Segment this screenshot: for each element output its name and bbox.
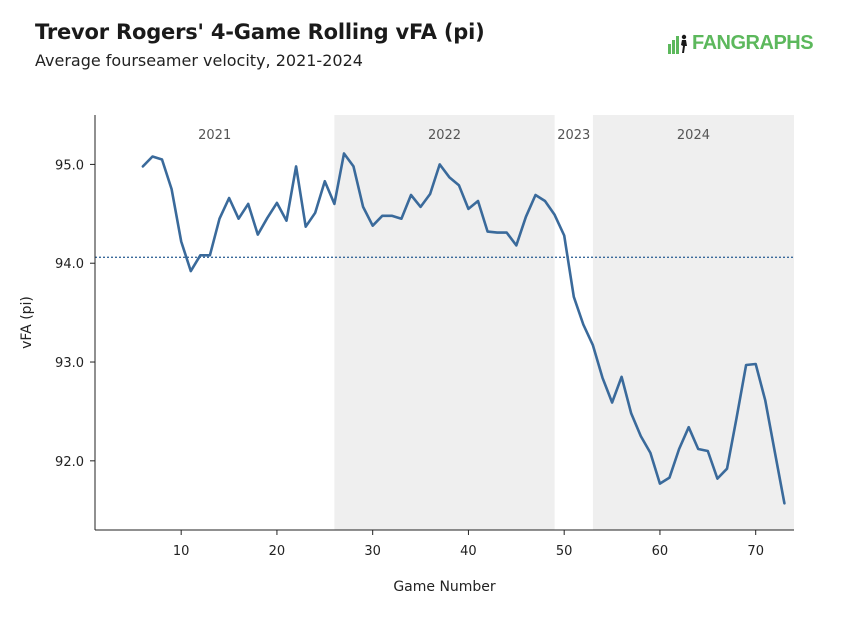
chart-title: Trevor Rogers' 4-Game Rolling vFA (pi) [35,20,485,44]
series-group [141,152,786,505]
x-tick-label: 40 [460,544,477,559]
y-axis-title: vFA (pi) [19,296,35,349]
y-tick-label: 94.0 [55,257,84,272]
fangraphs-logo-icon [668,34,687,54]
y-tick-label: 93.0 [55,356,84,371]
x-tick-label: 50 [556,544,573,559]
season-bands [334,115,794,530]
season-band-2022 [334,115,555,530]
season-band-2024 [592,115,794,530]
x-tick-label: 70 [747,544,764,559]
season-label: 2021 [198,128,231,143]
x-tick-label: 30 [364,544,381,559]
x-axis-title: Game Number [393,579,496,595]
season-label: 2022 [428,128,461,143]
season-label: 2023 [557,128,590,143]
season-label: 2024 [677,128,710,143]
x-tick-label: 20 [269,544,286,559]
y-tick-label: 92.0 [55,455,84,470]
fangraphs-logo: FANGRAPHS [668,32,814,55]
season-labels: 2021 2022 2023 2024 [198,128,710,143]
chart-subtitle: Average fourseamer velocity, 2021-2024 [35,51,363,70]
x-tick-label: 60 [652,544,669,559]
series-line [141,152,786,505]
logo-text: FANGRAPHS [692,32,814,54]
y-axis-ticks: 92.0 93.0 94.0 95.0 [55,158,95,470]
x-axis-ticks: 10 20 30 40 50 60 70 [173,530,764,559]
x-tick-label: 10 [173,544,190,559]
y-tick-label: 95.0 [55,158,84,173]
